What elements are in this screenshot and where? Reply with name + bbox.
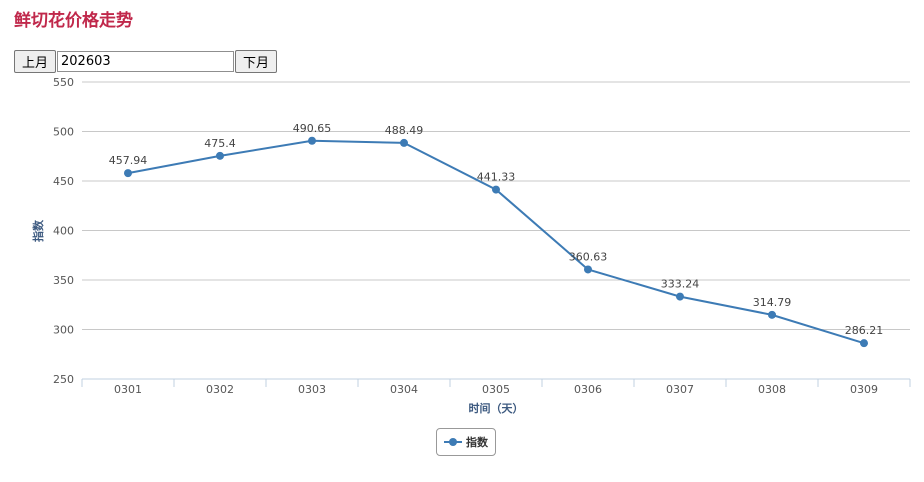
legend-marker-icon	[444, 438, 462, 446]
x-axis-label: 时间（天）	[469, 401, 524, 415]
data-label: 457.94	[109, 154, 148, 167]
y-axis-ticks: 250 300 350 400 450 500 550	[53, 76, 74, 386]
data-label: 333.24	[661, 278, 700, 291]
x-tick-label: 0308	[758, 383, 786, 396]
x-tick-label: 0302	[206, 383, 234, 396]
x-tick-label: 0304	[390, 383, 418, 396]
data-point	[216, 151, 224, 160]
x-tick-label: 0305	[482, 383, 510, 396]
y-tick-label: 250	[53, 373, 74, 386]
y-tick-label: 500	[53, 126, 74, 139]
month-input[interactable]	[57, 51, 235, 72]
page-title: 鲜切花价格走势	[14, 11, 133, 31]
y-tick-label: 450	[53, 175, 74, 188]
y-axis-label: 指数	[31, 219, 45, 242]
y-tick-label: 350	[53, 274, 74, 287]
series-line: 457.94 475.4 490.65 488.49 441.33 360.63 333.2…	[109, 122, 884, 348]
data-label: 475.4	[204, 137, 236, 150]
data-point	[768, 310, 776, 319]
legend-label: 指数	[466, 436, 488, 449]
data-label: 314.79	[753, 296, 792, 309]
data-label: 490.65	[293, 122, 332, 135]
data-label: 488.49	[385, 124, 424, 137]
data-point	[492, 185, 500, 194]
data-label: 441.33	[477, 171, 516, 184]
x-tick-label: 0309	[850, 383, 878, 396]
month-navigator: 上月 下月	[14, 50, 278, 73]
data-point	[124, 169, 132, 178]
data-point	[584, 265, 592, 274]
data-point	[400, 138, 408, 147]
grid-lines	[82, 81, 910, 380]
data-point	[308, 136, 316, 145]
data-point	[676, 292, 684, 301]
x-tick-label: 0301	[114, 383, 142, 396]
y-tick-label: 550	[53, 76, 74, 89]
data-label: 286.21	[845, 324, 884, 337]
data-point	[860, 339, 868, 348]
x-tick-label: 0303	[298, 383, 326, 396]
y-tick-label: 300	[53, 324, 74, 337]
x-tick-label: 0307	[666, 383, 694, 396]
x-tick-label: 0306	[574, 383, 602, 396]
legend[interactable]: 指数	[436, 428, 496, 456]
prev-month-button[interactable]: 上月	[14, 50, 57, 73]
y-tick-label: 400	[53, 225, 74, 238]
next-month-button[interactable]: 下月	[235, 50, 278, 73]
data-label: 360.63	[569, 250, 608, 263]
x-axis: 0301 0302 0303 0304 0305 0306 0307 0308 0309	[81, 378, 911, 396]
